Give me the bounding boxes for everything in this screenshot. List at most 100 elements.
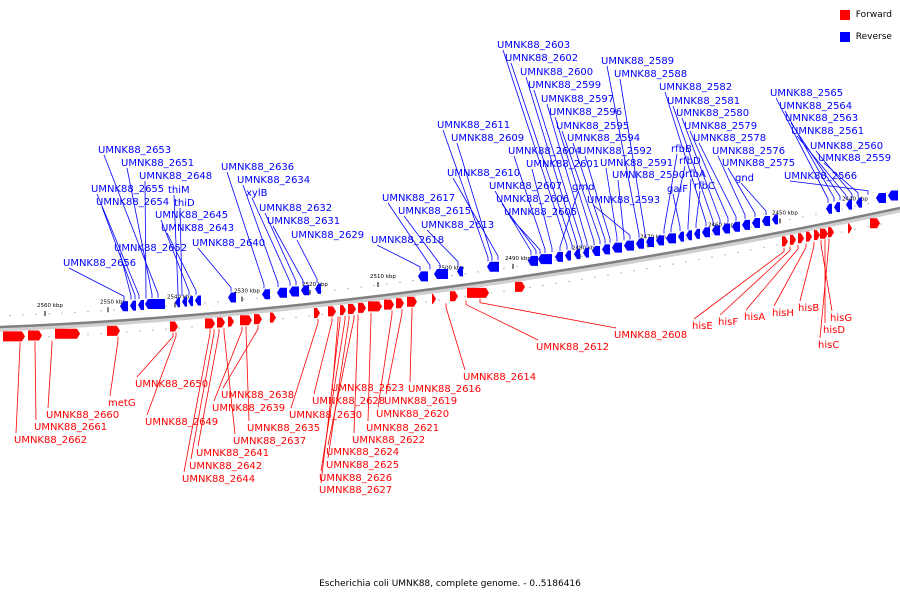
forward-gene-label: UMNK88_2639 <box>212 403 285 414</box>
forward-gene-arrow <box>814 230 820 241</box>
reverse-gene-label: UMNK88_2560 <box>810 141 883 152</box>
forward-leader-line <box>332 316 339 382</box>
reverse-leader-line <box>442 129 489 262</box>
reverse-leader-line <box>197 247 232 292</box>
forward-gene-arrow <box>820 228 828 239</box>
forward-gene-arrow <box>515 281 525 292</box>
reverse-gene-arrow <box>315 283 321 294</box>
forward-gene-label: UMNK88_2642 <box>189 461 262 472</box>
forward-gene-label: UMNK88_2661 <box>34 422 107 433</box>
scale-dot <box>867 203 869 205</box>
forward-gene-label: UMNK88_2622 <box>352 435 425 446</box>
scale-dot <box>646 244 648 247</box>
forward-leader-line <box>222 325 259 389</box>
forward-gene-arrow <box>407 296 417 307</box>
reverse-label-leaders <box>68 49 869 301</box>
reverse-leader-line <box>681 117 721 224</box>
tick-label: 2440 kbp <box>842 196 868 202</box>
reverse-gene-arrow <box>301 285 309 296</box>
reverse-leader-line <box>144 180 147 299</box>
forward-gene-label: UMNK88_2623 <box>331 383 404 394</box>
scale-dot <box>321 290 323 293</box>
reverse-gene-label: UMNK88_2592 <box>579 146 652 157</box>
reverse-gene-arrow <box>289 286 299 297</box>
reverse-leader-line <box>546 103 588 247</box>
reverse-gene-label: UMNK88_2594 <box>567 133 640 144</box>
reverse-gene-arrow <box>702 227 710 238</box>
figure-caption: Escherichia coli UMNK88, complete genome… <box>319 579 581 589</box>
reverse-leader-line <box>664 91 707 227</box>
reverse-leader-line <box>823 162 859 197</box>
scale-dot <box>633 270 635 272</box>
reverse-gene-arrow <box>175 297 180 308</box>
forward-gene-arrow <box>340 305 346 316</box>
scale-dot <box>646 267 648 270</box>
forward-gene-arrow <box>270 312 276 323</box>
forward-leader-line <box>313 317 333 395</box>
scale-dot <box>399 281 401 283</box>
reverse-leader-line <box>501 203 537 255</box>
reverse-gene-label: rfbC <box>694 181 715 192</box>
reverse-leader-line <box>387 202 431 270</box>
forward-gene-label: hisH <box>772 308 794 319</box>
forward-gene-arrow <box>806 231 812 242</box>
scale-dot <box>74 311 76 313</box>
forward-gene-arrow <box>328 306 336 317</box>
forward-gene-arrow <box>450 291 458 302</box>
reverse-gene-arrow <box>262 289 270 300</box>
reverse-leader-line <box>264 212 297 286</box>
reverse-leader-line <box>531 168 553 252</box>
forward-gene-arrow <box>55 328 80 339</box>
forward-gene-arrow <box>107 325 120 336</box>
reverse-gene-label: UMNK88_2611 <box>437 120 510 131</box>
scale-dot <box>568 280 570 282</box>
scale-dot <box>438 299 440 301</box>
reverse-leader-line <box>672 193 681 231</box>
forward-gene-label: UMNK88_2644 <box>182 474 255 485</box>
reverse-gene-label: UMNK88_2599 <box>528 80 601 91</box>
scale-dot <box>165 305 167 307</box>
reverse-gene-label: rfbA <box>685 169 706 180</box>
reverse-gene-arrow <box>228 292 236 303</box>
legend-label-reverse: Reverse <box>855 32 892 42</box>
forward-gene-arrow <box>848 223 852 234</box>
scale-dot <box>87 333 89 336</box>
reverse-gene-arrow <box>182 296 187 307</box>
reverse-leader-line <box>617 179 625 241</box>
scale-dot <box>503 267 505 269</box>
reverse-gene-label: UMNK88_2631 <box>267 216 340 227</box>
forward-gene-label: hisA <box>744 312 765 323</box>
forward-gene-label: UMNK88_2620 <box>376 409 449 420</box>
reverse-gene-label: rfbB <box>671 144 692 155</box>
scale-dot <box>503 290 505 292</box>
reverse-gene-label: UMNK88_2643 <box>161 223 234 234</box>
reverse-gene-label: UMNK88_2618 <box>371 235 444 246</box>
reverse-gene-label: UMNK88_2582 <box>659 82 732 93</box>
forward-gene-arrow <box>467 287 489 298</box>
forward-gene-label: hisG <box>830 313 852 324</box>
reverse-leader-line <box>272 225 304 285</box>
reverse-gene-arrow <box>418 271 428 282</box>
scale-dot <box>763 246 765 249</box>
scale-dot <box>191 326 193 328</box>
forward-gene-label: UMNK88_2608 <box>614 330 687 341</box>
forward-gene-arrow <box>798 233 804 244</box>
reverse-gene-arrow <box>145 298 165 309</box>
forward-gene-arrow <box>782 236 788 247</box>
forward-gene-label: UMNK88_2624 <box>326 447 399 458</box>
legend-item-reverse: Reverse <box>839 30 892 44</box>
forward-gene-arrow <box>28 330 42 341</box>
reverse-leader-line <box>452 177 499 261</box>
tick-marks: 2560 kbp 2550 kbp 2540 kbp 2530 kbp 2520 kbp… <box>9 196 882 340</box>
scale-dot <box>880 223 882 225</box>
reverse-gene-label: UMNK88_2578 <box>693 133 766 144</box>
reverse-gene-label: UMNK88_2656 <box>63 258 136 269</box>
forward-gene-label: UMNK88_2649 <box>145 417 218 428</box>
reverse-gene-label: UMNK88_2607 <box>489 181 562 192</box>
forward-gene-label: UMNK88_2638 <box>221 390 294 401</box>
forward-leader-line <box>223 328 236 435</box>
forward-gene-label: UMNK88_2637 <box>233 436 306 447</box>
scale-dot <box>126 331 128 333</box>
forward-gene-label: UMNK88_2635 <box>247 423 320 434</box>
forward-gene-label: UMNK88_2628 <box>312 396 385 407</box>
